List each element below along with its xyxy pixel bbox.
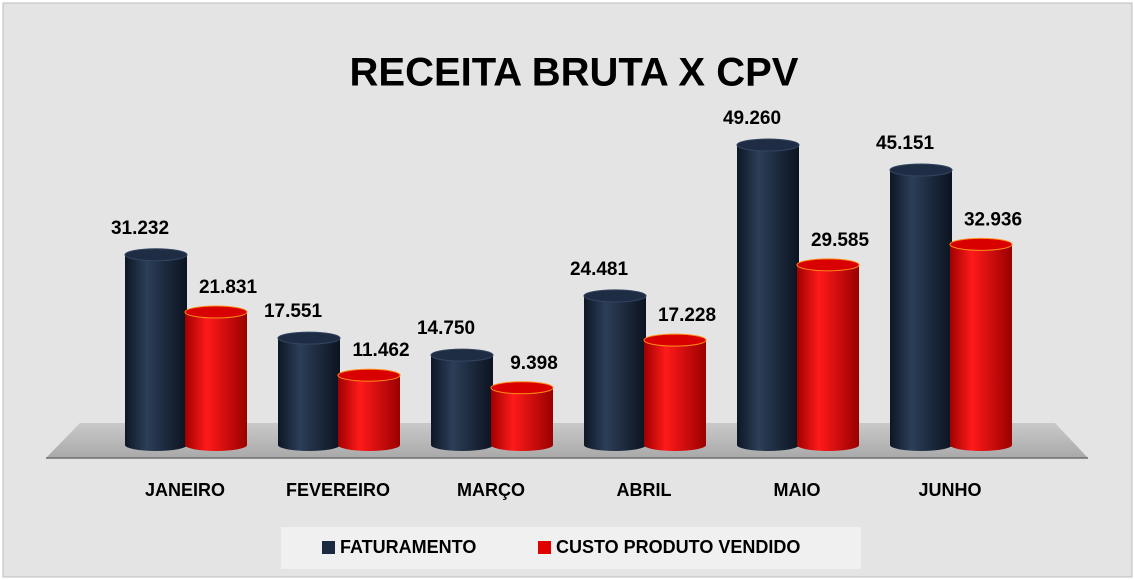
data-label: 17.228 (658, 305, 716, 326)
data-label: 14.750 (417, 318, 475, 339)
bar-cap (277, 331, 341, 345)
bar-cap (124, 248, 188, 262)
bar (431, 355, 493, 445)
bar-cap (583, 289, 647, 303)
bar (338, 375, 400, 445)
bar-cap (337, 368, 401, 382)
data-label: 31.232 (111, 218, 169, 239)
x-tick-label: MARÇO (457, 480, 525, 500)
bar-cap (430, 348, 494, 362)
data-label: 29.585 (811, 230, 870, 251)
bar (950, 244, 1012, 445)
data-label: 45.151 (876, 133, 935, 154)
bar (278, 338, 340, 445)
data-label: 32.936 (964, 209, 1022, 230)
data-label: 49.260 (723, 108, 781, 129)
bar (584, 295, 646, 445)
data-label: 17.551 (264, 301, 323, 322)
x-tick-label: JUNHO (918, 480, 981, 500)
legend-swatch (538, 541, 551, 554)
x-tick-label: JANEIRO (145, 480, 225, 500)
data-label: 24.481 (570, 259, 629, 280)
bar-cap (184, 305, 248, 319)
bar (890, 170, 952, 445)
bar (491, 387, 553, 445)
chart-title: RECEITA BRUTA X CPV (350, 51, 799, 95)
bar-cap (889, 163, 953, 177)
data-label: 11.462 (352, 340, 409, 361)
legend (281, 527, 861, 569)
x-tick-label: FEVEREIRO (286, 480, 390, 500)
bar-cap (490, 381, 554, 395)
legend-label: FATURAMENTO (340, 537, 476, 557)
bar (737, 145, 799, 445)
bar-cap (736, 138, 800, 152)
x-tick-label: ABRIL (617, 480, 672, 500)
bar (797, 264, 859, 445)
data-label: 21.831 (199, 277, 258, 298)
data-label: 9.398 (510, 353, 558, 374)
bar (644, 340, 706, 445)
bar (185, 312, 247, 445)
legend-label: CUSTO PRODUTO VENDIDO (556, 537, 800, 557)
bar (125, 254, 187, 445)
bar-cap (643, 333, 707, 347)
bar-cap (796, 258, 860, 272)
legend-swatch (322, 541, 335, 554)
bar-cap (949, 237, 1013, 251)
x-tick-label: MAIO (774, 480, 821, 500)
